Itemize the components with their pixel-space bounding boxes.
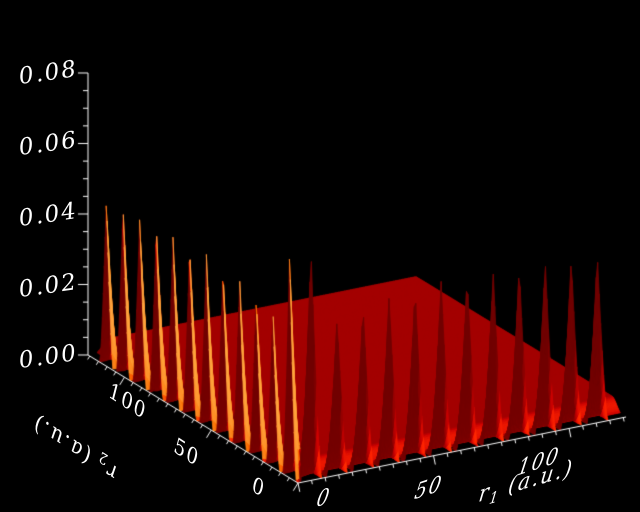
surface-plot-window: 0.00 0.02 0.04 0.06 0.08 0 50 100 100 50… bbox=[0, 0, 640, 512]
surface-plot-canvas bbox=[0, 0, 640, 512]
